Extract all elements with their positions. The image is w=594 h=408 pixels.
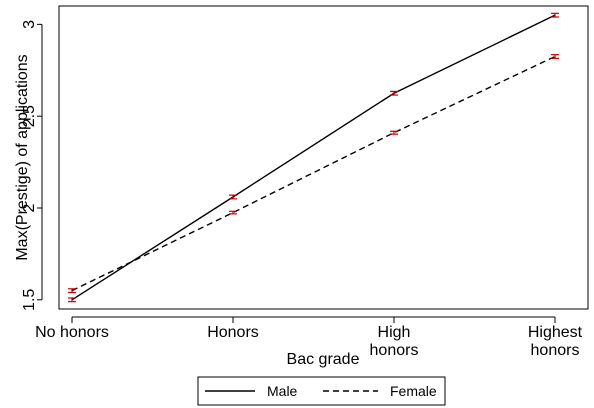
series-female: [68, 54, 559, 294]
series-line-male: [71, 14, 556, 301]
y-tick-label: 3: [21, 20, 38, 29]
legend-label-male: Male: [267, 383, 298, 399]
plot-area: [58, 5, 589, 310]
y-axis: 1.5 2 2.5 3: [21, 20, 43, 311]
y-axis-title: Max(Prestige) of applications: [14, 54, 31, 260]
x-tick-label: Honors: [207, 324, 259, 341]
error-bar: [551, 12, 559, 18]
x-tick-label: High honors: [370, 324, 419, 359]
series-male: [68, 12, 559, 303]
series-layer: [68, 12, 559, 303]
legend-label-female: Female: [390, 383, 437, 399]
y-tick-label: 1.5: [21, 289, 38, 311]
y-tick-label: 2.5: [21, 105, 38, 127]
x-axis-title: Bac grade: [287, 351, 360, 368]
error-bar: [68, 288, 76, 294]
error-bar: [390, 90, 398, 96]
error-bar: [68, 297, 76, 303]
error-bar: [551, 54, 559, 59]
x-axis: No honors Honors High honors Highest honors: [35, 316, 583, 359]
error-bar: [390, 130, 398, 135]
error-bar: [229, 210, 237, 215]
y-tick-label: 2: [21, 203, 38, 212]
x-tick-label: Highest honors: [528, 324, 583, 359]
legend: Male Female: [197, 376, 446, 406]
x-tick-label: No honors: [35, 324, 109, 341]
error-bar: [229, 194, 237, 200]
